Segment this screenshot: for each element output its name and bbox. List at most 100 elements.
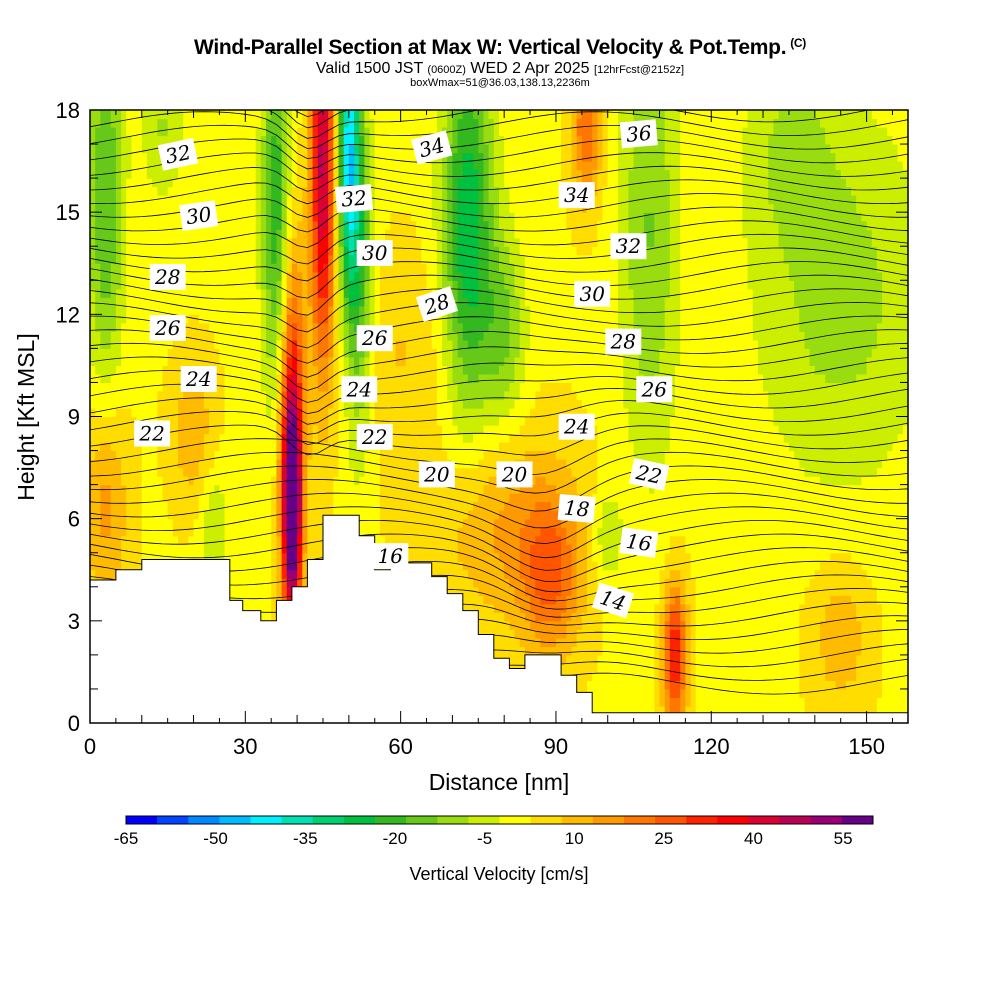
velocity-cell xyxy=(333,493,340,503)
velocity-cell xyxy=(178,459,184,469)
velocity-cell xyxy=(245,178,252,188)
velocity-cell xyxy=(286,254,293,264)
velocity-cell xyxy=(193,229,200,239)
velocity-cell xyxy=(183,110,189,120)
velocity-cell xyxy=(431,186,438,196)
velocity-cell xyxy=(260,254,267,264)
velocity-cell xyxy=(219,493,226,503)
velocity-cell xyxy=(126,459,132,469)
velocity-cell xyxy=(136,356,143,366)
velocity-cell xyxy=(302,518,309,528)
velocity-cell xyxy=(286,118,293,128)
velocity-cell xyxy=(390,178,397,188)
velocity-cell xyxy=(141,297,148,307)
velocity-cell xyxy=(291,110,298,120)
velocity-cell xyxy=(229,578,236,588)
velocity-cell xyxy=(240,416,246,426)
velocity-cell xyxy=(178,135,184,145)
velocity-cell xyxy=(266,144,272,154)
velocity-cell xyxy=(354,144,360,154)
velocity-cell xyxy=(359,510,365,520)
velocity-cell xyxy=(115,416,122,426)
velocity-cell xyxy=(141,544,148,554)
velocity-cell xyxy=(405,161,412,171)
velocity-cell xyxy=(400,459,407,469)
velocity-cell xyxy=(193,501,200,511)
velocity-cell xyxy=(323,229,329,239)
velocity-cell xyxy=(255,161,262,171)
velocity-cell xyxy=(121,254,127,264)
velocity-cell xyxy=(436,280,443,290)
velocity-cell xyxy=(141,373,148,383)
velocity-cell xyxy=(146,195,153,205)
velocity-cell xyxy=(328,110,334,120)
velocity-cell xyxy=(136,254,143,264)
velocity-cell xyxy=(95,186,101,196)
velocity-cell xyxy=(183,288,189,298)
velocity-cell xyxy=(235,459,241,469)
velocity-cell xyxy=(395,382,402,392)
velocity-cell xyxy=(100,408,107,418)
velocity-cell xyxy=(141,450,148,460)
velocity-cell xyxy=(374,408,381,418)
velocity-cell xyxy=(328,510,334,520)
velocity-cell xyxy=(136,220,143,230)
velocity-cell xyxy=(214,373,221,383)
velocity-cell xyxy=(178,195,184,205)
velocity-cell xyxy=(121,246,127,256)
velocity-cell xyxy=(188,459,195,469)
velocity-cell xyxy=(178,237,184,247)
velocity-cell xyxy=(152,399,158,409)
velocity-cell xyxy=(431,127,438,137)
velocity-cell xyxy=(203,178,210,188)
velocity-cell xyxy=(136,331,143,341)
velocity-cell xyxy=(245,416,252,426)
velocity-cell xyxy=(400,450,407,460)
velocity-cell xyxy=(136,135,143,145)
velocity-cell xyxy=(421,510,428,520)
velocity-cell xyxy=(276,535,283,545)
velocity-cell xyxy=(426,365,433,375)
velocity-cell xyxy=(126,339,132,349)
velocity-cell xyxy=(374,186,381,196)
velocity-cell xyxy=(354,127,360,137)
velocity-cell xyxy=(385,408,391,418)
velocity-cell xyxy=(121,399,127,409)
velocity-cell xyxy=(255,203,262,213)
velocity-cell xyxy=(354,118,360,128)
velocity-cell xyxy=(385,297,391,307)
velocity-cell xyxy=(224,518,231,528)
velocity-cell xyxy=(281,399,288,409)
velocity-cell xyxy=(250,152,257,162)
velocity-cell xyxy=(291,331,298,341)
velocity-cell xyxy=(395,433,402,443)
velocity-cell xyxy=(90,161,96,171)
velocity-cell xyxy=(312,288,319,298)
velocity-cell xyxy=(348,339,355,349)
velocity-cell xyxy=(260,229,267,239)
velocity-cell xyxy=(291,271,298,281)
velocity-cell xyxy=(193,110,200,120)
velocity-cell xyxy=(250,314,257,324)
velocity-cell xyxy=(146,144,153,154)
velocity-cell xyxy=(312,169,319,179)
velocity-cell xyxy=(312,186,319,196)
velocity-cell xyxy=(219,552,226,562)
velocity-cell xyxy=(235,561,241,571)
velocity-cell xyxy=(95,425,101,435)
velocity-cell xyxy=(343,493,350,503)
velocity-cell xyxy=(224,501,231,511)
velocity-cell xyxy=(90,339,96,349)
velocity-cell xyxy=(90,203,96,213)
velocity-cell xyxy=(235,433,241,443)
velocity-cell xyxy=(281,322,288,332)
velocity-cell xyxy=(374,169,381,179)
velocity-cell xyxy=(436,348,443,358)
velocity-cell xyxy=(198,339,205,349)
velocity-cell xyxy=(400,527,407,537)
velocity-cell xyxy=(198,544,205,554)
velocity-cell xyxy=(115,561,122,571)
velocity-cell xyxy=(385,373,391,383)
velocity-cell xyxy=(281,484,288,494)
velocity-cell xyxy=(224,348,231,358)
